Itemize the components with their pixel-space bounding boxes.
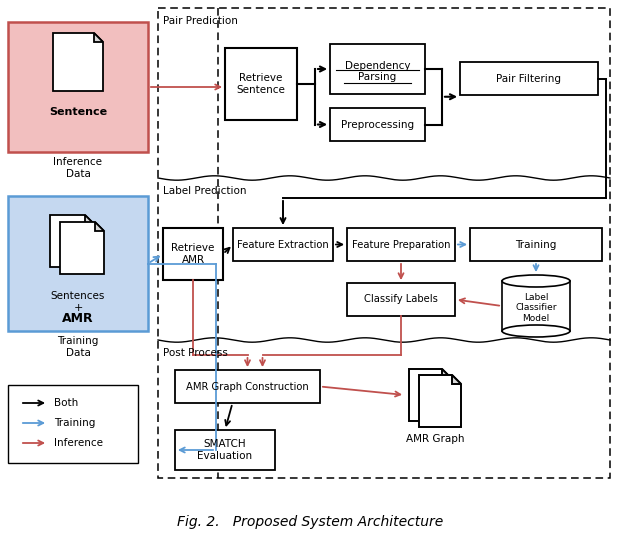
Bar: [163, 228, 223, 280]
Polygon shape: [94, 33, 103, 42]
Bar: [175, 370, 320, 403]
Text: Sentence: Sentence: [49, 107, 107, 117]
Text: Pair Prediction: Pair Prediction: [163, 16, 238, 26]
Text: Label Prediction: Label Prediction: [163, 186, 247, 196]
Text: Both: Both: [54, 398, 78, 408]
Bar: [330, 108, 425, 141]
Text: Fig. 2.   Proposed System Architecture: Fig. 2. Proposed System Architecture: [177, 515, 443, 529]
Text: SMATCH
Evaluation: SMATCH Evaluation: [197, 439, 252, 461]
Bar: [470, 228, 602, 261]
Bar: [233, 228, 333, 261]
Bar: [225, 48, 297, 120]
Bar: [460, 62, 598, 95]
Text: Label
Classifier
Model: Label Classifier Model: [515, 293, 557, 323]
Text: Inference: Inference: [53, 157, 102, 167]
Text: Sentences: Sentences: [51, 291, 105, 301]
Text: Retrieve
Sentence: Retrieve Sentence: [237, 73, 285, 95]
Polygon shape: [452, 375, 461, 384]
Text: Preprocessing: Preprocessing: [341, 119, 414, 130]
Text: Feature Extraction: Feature Extraction: [237, 239, 329, 250]
Polygon shape: [50, 215, 94, 267]
Ellipse shape: [502, 325, 570, 337]
Bar: [330, 44, 425, 94]
Text: Inference: Inference: [54, 438, 103, 448]
Text: Pair Filtering: Pair Filtering: [497, 74, 562, 83]
Polygon shape: [442, 369, 451, 378]
Text: +: +: [73, 303, 82, 313]
Polygon shape: [53, 33, 103, 91]
Text: AMR Graph Construction: AMR Graph Construction: [186, 381, 309, 392]
Text: Data: Data: [66, 169, 91, 179]
Text: Retrieve
AMR: Retrieve AMR: [171, 243, 215, 265]
Bar: [347, 228, 455, 261]
Text: Feature Preparation: Feature Preparation: [352, 239, 450, 250]
Bar: [8, 385, 138, 463]
Polygon shape: [60, 222, 104, 274]
Bar: [347, 283, 455, 316]
Text: AMR: AMR: [62, 313, 94, 325]
Bar: [175, 430, 275, 470]
Text: Training: Training: [515, 239, 557, 250]
Polygon shape: [409, 369, 451, 421]
Text: Training: Training: [57, 336, 99, 346]
Text: Post Process: Post Process: [163, 348, 228, 358]
Text: Dependency: Dependency: [345, 61, 410, 71]
Text: Training: Training: [54, 418, 95, 428]
Text: AMR Graph: AMR Graph: [405, 434, 464, 444]
Polygon shape: [85, 215, 94, 224]
Text: Classify Labels: Classify Labels: [364, 294, 438, 305]
Text: Parsing: Parsing: [358, 72, 397, 82]
Polygon shape: [95, 222, 104, 231]
Text: Data: Data: [66, 348, 91, 358]
Bar: [502, 281, 570, 331]
Polygon shape: [419, 375, 461, 427]
Bar: [8, 22, 148, 152]
Bar: [158, 8, 610, 478]
Ellipse shape: [502, 275, 570, 287]
Bar: [8, 196, 148, 331]
